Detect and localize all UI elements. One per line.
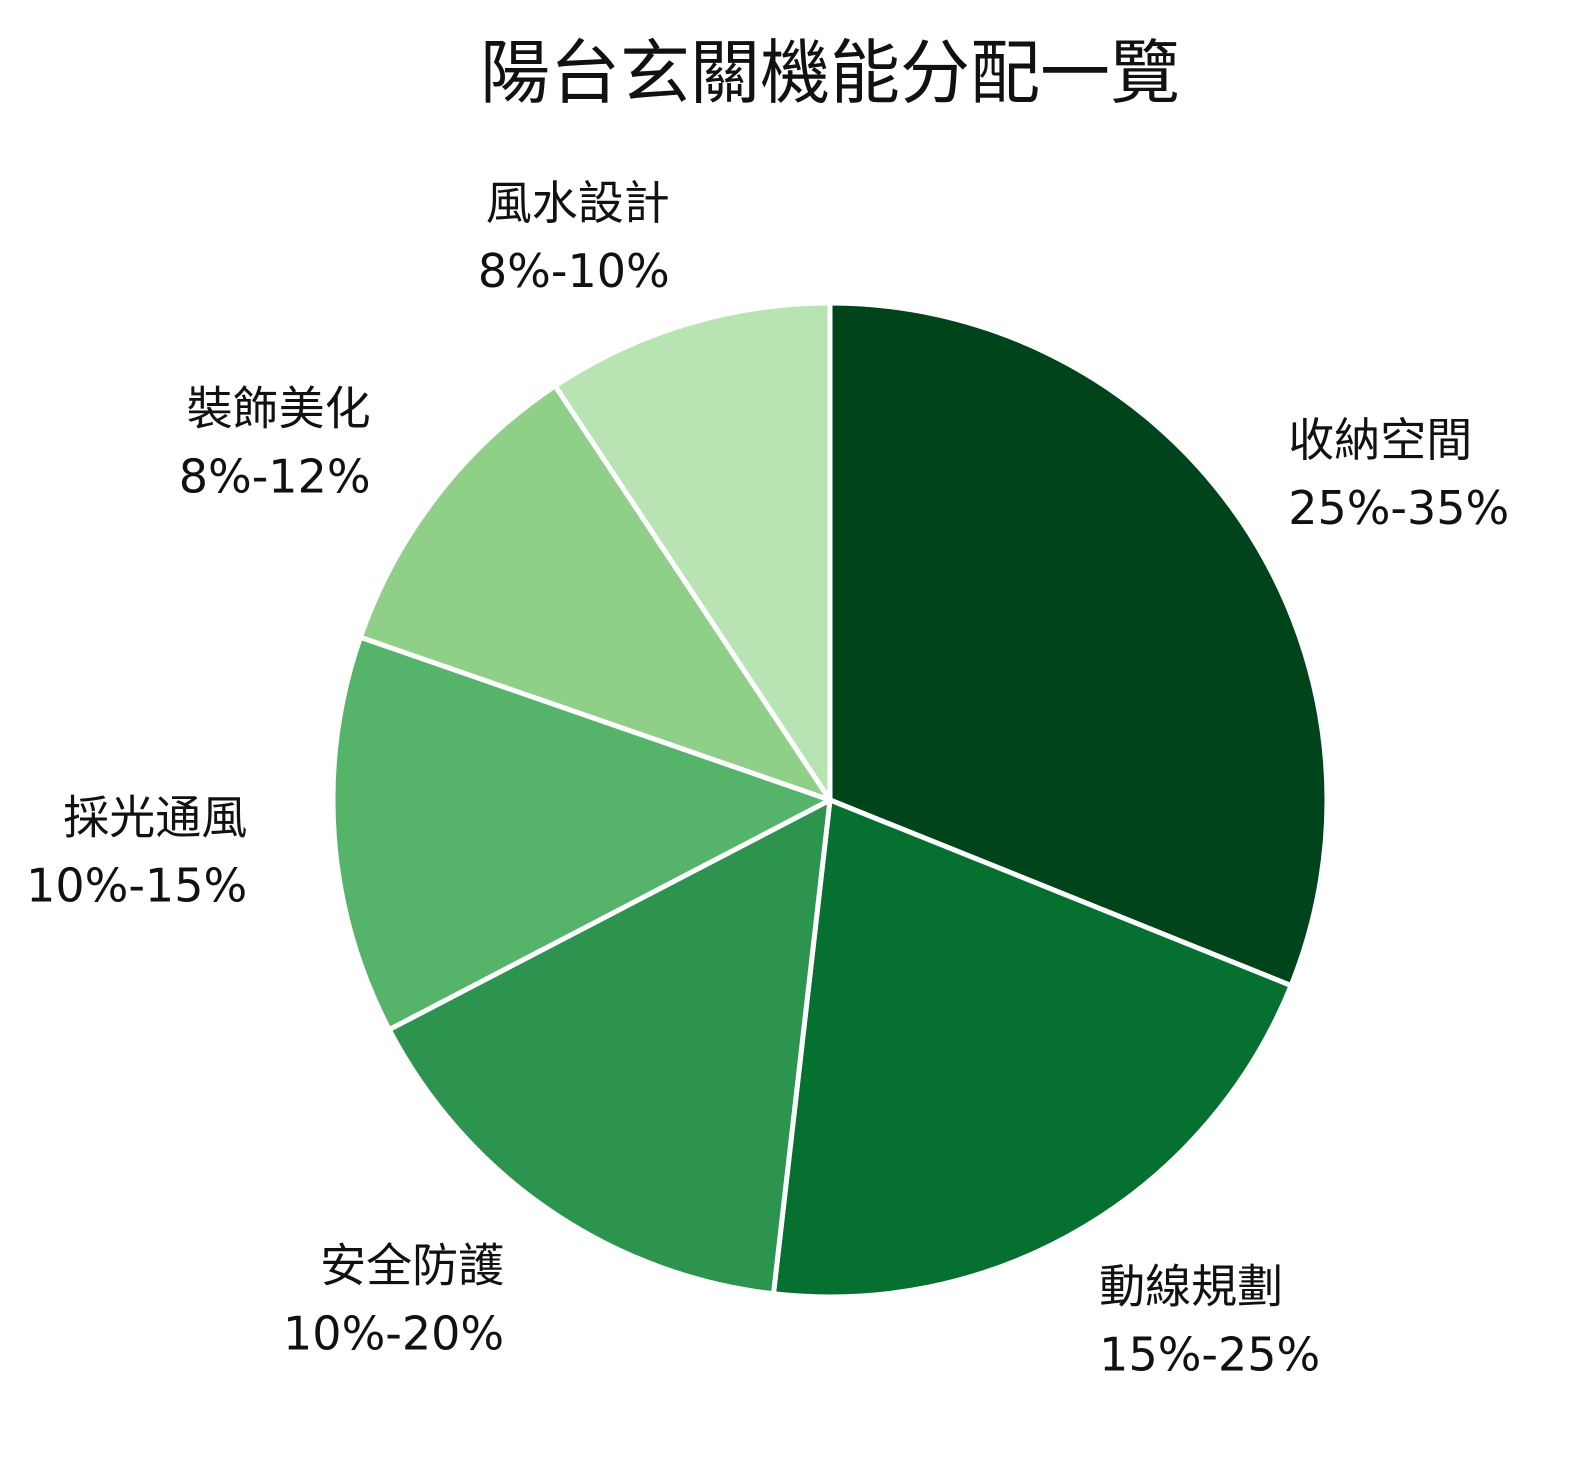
pie-slice-4 bbox=[357, 383, 833, 803]
slice-range-label: 10%-20% bbox=[283, 1306, 504, 1360]
pie-slices bbox=[330, 300, 1330, 1300]
slice-range-label: 15%-25% bbox=[1099, 1327, 1320, 1381]
pie-slice-3 bbox=[330, 634, 833, 1033]
slice-range-label: 8%-12% bbox=[179, 450, 371, 504]
slice-label: 收納空間 bbox=[1288, 413, 1472, 467]
pie-slice-2 bbox=[386, 797, 833, 1297]
slice-label: 動線規劃 bbox=[1099, 1259, 1283, 1313]
chart-title: 陽台玄關機能分配一覽 bbox=[480, 32, 1180, 114]
slice-range-label: 25%-35% bbox=[1288, 481, 1509, 535]
slice-label: 採光通風 bbox=[63, 791, 247, 845]
pie-slice-1 bbox=[770, 797, 1294, 1300]
slice-label: 裝飾美化 bbox=[187, 382, 371, 436]
slice-label: 安全防護 bbox=[320, 1238, 504, 1292]
pie-slice-0 bbox=[827, 300, 1330, 989]
slice-range-label: 8%-10% bbox=[478, 244, 670, 298]
pie-labels: 收納空間 25%-35% 動線規劃 15%-25% 安全防護 10%-20% 採光通風 10%… bbox=[26, 176, 1509, 1381]
pie-slice-5 bbox=[552, 300, 833, 803]
slice-range-label: 10%-15% bbox=[26, 859, 247, 913]
slice-label: 風水設計 bbox=[486, 176, 670, 230]
